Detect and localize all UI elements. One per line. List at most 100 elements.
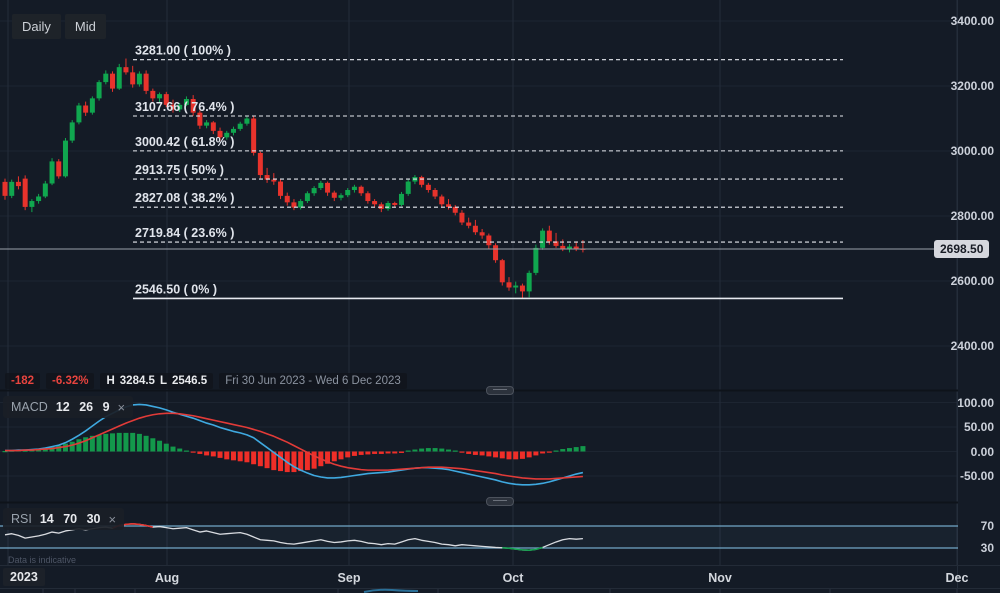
candle bbox=[540, 230, 546, 248]
candle bbox=[210, 122, 216, 131]
time-axis-month-oct: Oct bbox=[502, 571, 524, 585]
macd-axis-tick: -50.00 bbox=[959, 469, 994, 483]
rsi-band-fill bbox=[0, 526, 958, 548]
candle bbox=[123, 67, 129, 73]
candle bbox=[136, 73, 142, 85]
fib-level-label: 3000.42 ( 61.8% ) bbox=[135, 135, 234, 149]
candle bbox=[42, 183, 48, 197]
rsi-axis-tick: 70 bbox=[980, 519, 994, 533]
time-axis-month-nov: Nov bbox=[708, 571, 732, 585]
macd-axis-tick: 0.00 bbox=[970, 444, 994, 459]
candle bbox=[459, 212, 465, 223]
candle bbox=[398, 193, 404, 205]
candle bbox=[163, 94, 169, 105]
candle bbox=[546, 230, 552, 242]
candle bbox=[230, 128, 236, 133]
candle bbox=[405, 181, 411, 194]
price-axis-tick: 3200.00 bbox=[950, 79, 994, 93]
candle bbox=[278, 181, 284, 196]
timeframe-toolbar: Daily Mid bbox=[12, 14, 106, 39]
candle bbox=[499, 260, 505, 283]
candle bbox=[311, 188, 317, 194]
fib-level-label: 2546.50 ( 0% ) bbox=[135, 282, 217, 296]
candle bbox=[566, 246, 572, 250]
candle bbox=[177, 104, 183, 110]
price-axis-tick: 2600.00 bbox=[950, 274, 994, 288]
candle bbox=[432, 190, 438, 197]
candle bbox=[560, 245, 566, 250]
candle bbox=[318, 182, 324, 189]
time-scale-drag-area[interactable] bbox=[0, 565, 1000, 593]
candle bbox=[15, 181, 21, 187]
candle bbox=[493, 245, 499, 261]
high-low-readout: H 3284.5 L 2546.5 bbox=[100, 373, 214, 389]
indicative-data-disclaimer: Data is indicative bbox=[8, 555, 77, 565]
price-change-percent: -6.32% bbox=[46, 373, 95, 389]
macd-params: 12 26 9 bbox=[55, 400, 110, 414]
macd-axis-tick: 50.00 bbox=[963, 420, 994, 434]
macd-close-icon[interactable]: × bbox=[117, 399, 126, 415]
candle bbox=[271, 179, 277, 182]
date-range: Fri 30 Jun 2023 - Wed 6 Dec 2023 bbox=[219, 373, 407, 389]
macd-indicator-chip: MACD 12 26 9 × bbox=[3, 396, 134, 418]
candle bbox=[479, 232, 485, 236]
candle bbox=[170, 104, 176, 110]
rsi-axis-tick: 30 bbox=[980, 541, 994, 555]
high-value: 3284.5 bbox=[119, 375, 155, 387]
candle bbox=[325, 182, 331, 193]
timeframe-mid-button[interactable]: Mid bbox=[64, 14, 106, 39]
candle bbox=[506, 282, 512, 288]
price-change-value: -182 bbox=[5, 373, 41, 389]
candle bbox=[116, 67, 122, 89]
fib-level-label: 2913.75 ( 50% ) bbox=[135, 163, 224, 177]
rsi-oversold-segment bbox=[502, 546, 543, 551]
fib-level-label: 3107.66 ( 76.4% ) bbox=[135, 100, 234, 114]
candle bbox=[358, 186, 364, 194]
timeframe-daily-button[interactable]: Daily bbox=[12, 14, 61, 39]
high-prefix: H bbox=[106, 375, 115, 387]
rsi-close-icon[interactable]: × bbox=[108, 511, 117, 527]
candle bbox=[89, 98, 95, 113]
candle bbox=[365, 193, 371, 202]
macd-axis-tick: 100.00 bbox=[957, 395, 994, 410]
candle bbox=[2, 181, 8, 196]
candle bbox=[150, 90, 156, 99]
candle bbox=[472, 225, 478, 233]
candle bbox=[83, 105, 89, 113]
low-prefix: L bbox=[159, 375, 167, 387]
candle bbox=[29, 201, 35, 207]
candle bbox=[425, 184, 431, 190]
time-axis-month-aug: Aug bbox=[154, 571, 180, 585]
minimap-preview bbox=[363, 588, 419, 593]
candle bbox=[56, 161, 62, 177]
candle bbox=[304, 193, 310, 202]
time-axis-month-sep: Sep bbox=[337, 571, 361, 585]
pane-resize-handle-rsi[interactable] bbox=[486, 497, 514, 506]
status-bar: -182 -6.32% H 3284.5 L 2546.5 Fri 30 Jun… bbox=[5, 373, 407, 389]
candle bbox=[446, 204, 452, 207]
candle bbox=[183, 99, 189, 105]
macd-signal-line bbox=[5, 412, 583, 480]
candle bbox=[526, 272, 532, 292]
price-axis-tick: 3000.00 bbox=[950, 144, 994, 158]
candle bbox=[62, 140, 68, 177]
candle bbox=[224, 132, 230, 138]
candle bbox=[9, 181, 15, 196]
rsi-params: 14 70 30 bbox=[39, 512, 101, 526]
price-axis-tick: 3400.00 bbox=[950, 14, 994, 28]
time-axis-month-dec: Dec bbox=[945, 571, 969, 585]
candle bbox=[251, 118, 257, 153]
candle bbox=[217, 130, 223, 138]
candles bbox=[2, 58, 586, 299]
candle bbox=[486, 235, 492, 246]
candle bbox=[284, 195, 290, 203]
candle bbox=[372, 201, 378, 205]
candle bbox=[338, 195, 344, 198]
candle bbox=[378, 204, 384, 209]
pane-resize-handle-macd[interactable] bbox=[486, 386, 514, 395]
candle bbox=[96, 82, 102, 99]
candle bbox=[143, 73, 149, 91]
candle bbox=[103, 73, 109, 83]
